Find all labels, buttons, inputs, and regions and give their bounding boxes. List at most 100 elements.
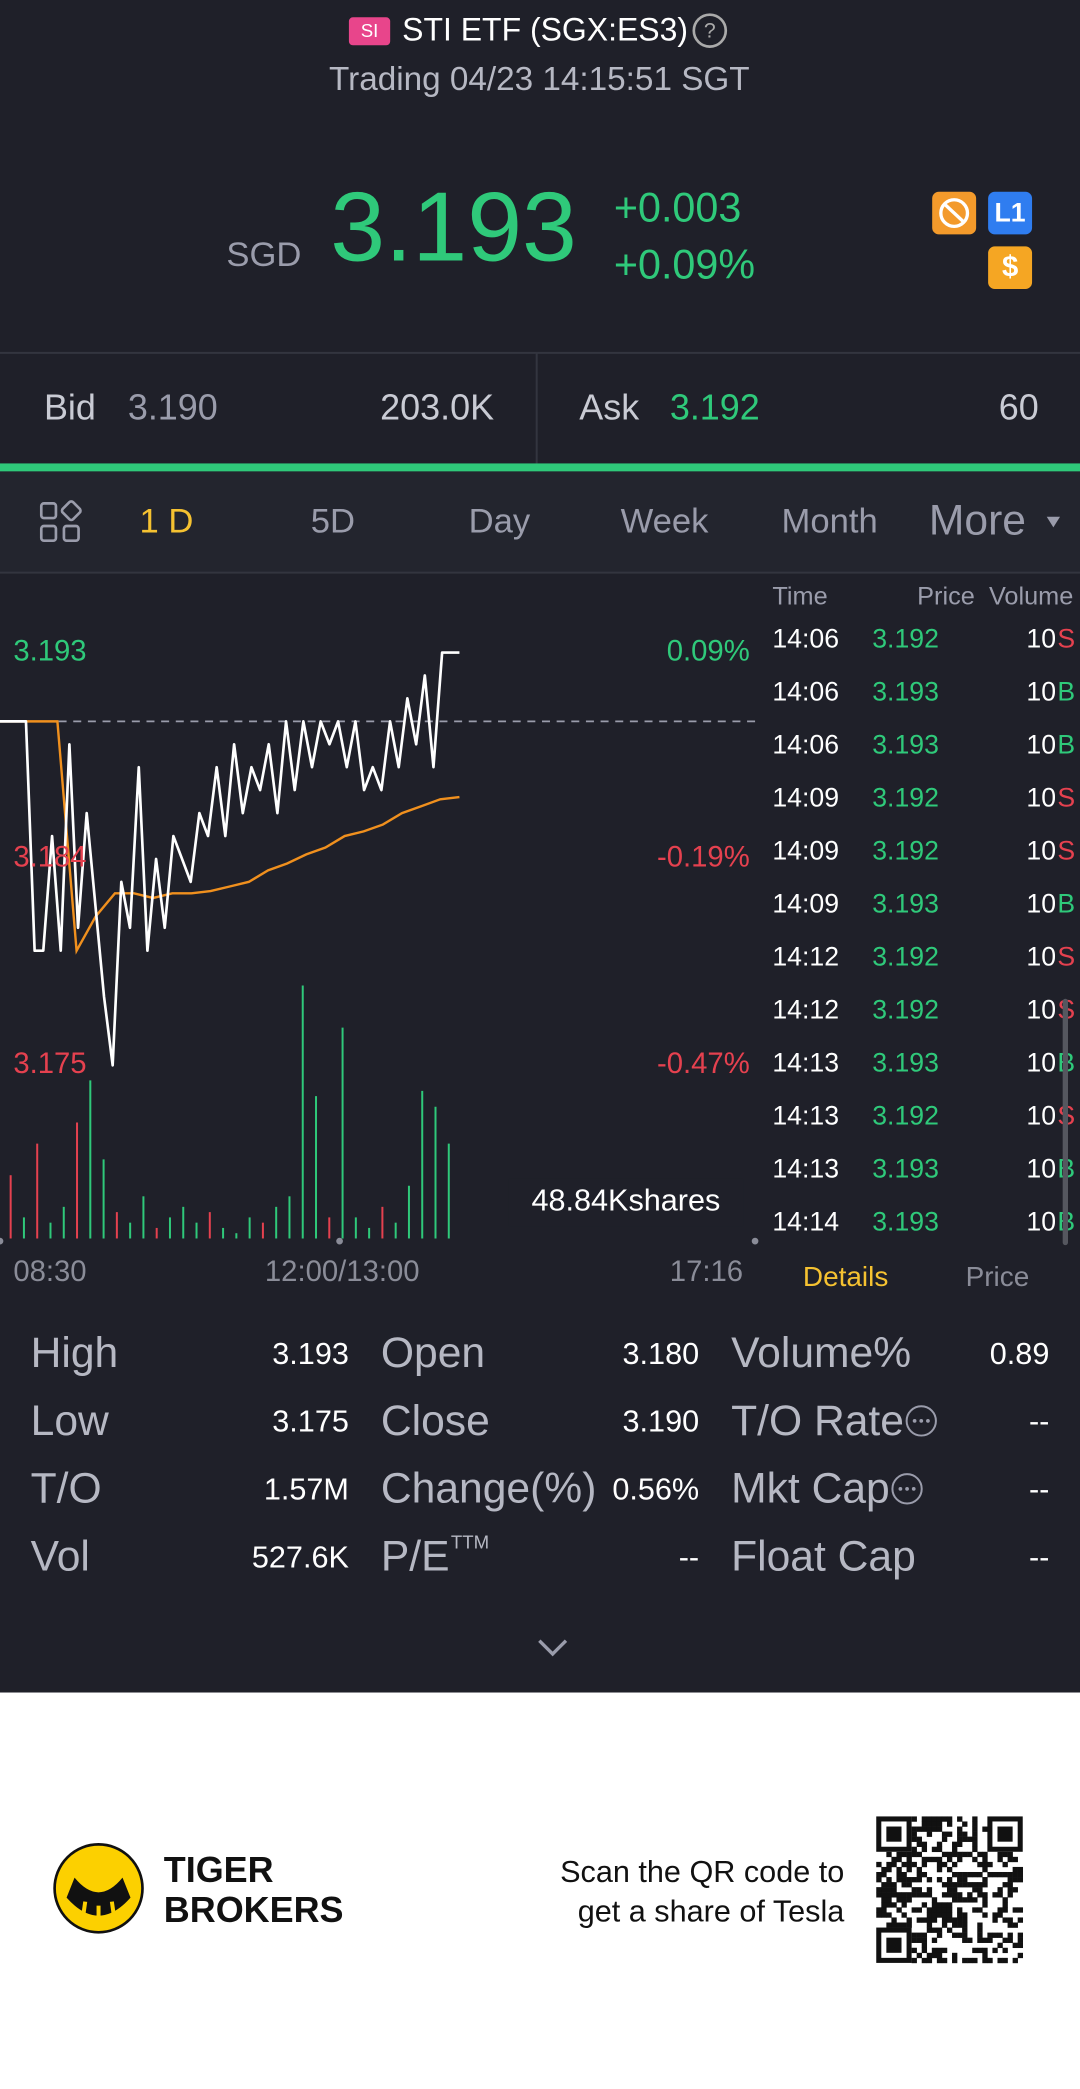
qr-cell: [916, 1866, 922, 1873]
tab[interactable]: 1 D: [140, 502, 194, 540]
qr-cell: [931, 1927, 938, 1933]
qr-cell: [982, 1937, 988, 1943]
qr-cell: [916, 1836, 922, 1842]
qr-cell: [926, 1826, 933, 1832]
tab[interactable]: More: [929, 497, 1026, 545]
qr-cell: [957, 1831, 963, 1837]
qr-cell: [997, 1912, 1003, 1918]
qr-cell: [891, 1892, 897, 1898]
panel-tab-active[interactable]: Details: [803, 1261, 888, 1292]
qr-cell: [931, 1947, 938, 1954]
qr-cell: [962, 1831, 968, 1837]
trade-volume: 10: [1026, 995, 1056, 1025]
qr-cell: [957, 1877, 963, 1883]
qr-cell: [881, 1871, 887, 1878]
qr-cell: [881, 1912, 887, 1918]
qr-cell: [1007, 1882, 1013, 1888]
qr-cell: [957, 1836, 963, 1842]
info-icon[interactable]: [905, 1405, 937, 1437]
icon-dollar[interactable]: [988, 246, 1033, 289]
qr-cell: [972, 1846, 978, 1853]
tab[interactable]: 5D: [311, 502, 355, 540]
stat-value: --: [1029, 1541, 1049, 1575]
grid-icon[interactable]: [39, 500, 82, 542]
qr-cell: [911, 1816, 917, 1822]
qr-cell: [896, 1907, 902, 1913]
qr-cell: [941, 1907, 948, 1913]
qr-cell: [987, 1932, 993, 1938]
qr-cell: [906, 1922, 912, 1928]
trade-volume: 10: [1026, 1101, 1056, 1131]
qr-cell: [946, 1816, 953, 1822]
qr-cell: [997, 1871, 1003, 1878]
tab[interactable]: Month: [782, 502, 878, 540]
qr-cell: [1002, 1902, 1008, 1908]
qr-cell: [886, 1897, 892, 1903]
qr-cell: [906, 1917, 912, 1923]
qr-cell: [896, 1877, 902, 1883]
tab[interactable]: Week: [621, 502, 710, 540]
panel-tab[interactable]: Price: [966, 1261, 1030, 1292]
axis-dot: [751, 1237, 759, 1245]
qr-cell: [1017, 1907, 1024, 1913]
info-icon[interactable]: [891, 1473, 923, 1505]
qr-cell: [926, 1831, 933, 1837]
qr-cell: [876, 1907, 882, 1913]
info-dot: [919, 1419, 924, 1423]
qr-cell: [891, 1856, 897, 1863]
qr-cell: [901, 1877, 907, 1883]
qr-cell: [997, 1907, 1003, 1913]
trade-time: 14:06: [772, 624, 839, 654]
qr-cell: [881, 1887, 887, 1893]
trade-price: 3.193: [872, 677, 939, 707]
tab[interactable]: Day: [469, 502, 531, 540]
qr-cell: [931, 1912, 938, 1918]
trade-time: 14:13: [772, 1154, 839, 1184]
trade-time: 14:09: [772, 836, 839, 866]
qr-cell: [916, 1887, 922, 1893]
qr-cell: [1002, 1947, 1008, 1954]
y-tick-label: 3.175: [13, 1047, 86, 1080]
expand-chevron[interactable]: [538, 1639, 568, 1657]
dropdown-arrow[interactable]: [1046, 516, 1061, 528]
brand: TIGER: [164, 1849, 274, 1890]
qr-cell: [941, 1917, 948, 1923]
trade-price: 3.193: [872, 1154, 939, 1184]
qr-cell: [972, 1957, 978, 1964]
trade-price: 3.192: [872, 995, 939, 1025]
qr-cell: [952, 1841, 958, 1847]
qr-cell: [926, 1856, 933, 1863]
help-text[interactable]: ?: [704, 19, 716, 43]
qr-cell: [1017, 1866, 1024, 1873]
icon-level[interactable]: [988, 191, 1033, 235]
qr-cell: [982, 1902, 988, 1908]
tab-bar: [0, 471, 1080, 573]
qr-cell: [936, 1866, 943, 1873]
qr-cell: [972, 1841, 978, 1847]
info-dot: [926, 1419, 930, 1423]
qr-cell: [901, 1892, 907, 1898]
qr-cell: [906, 1892, 912, 1898]
qr-cell: [896, 1892, 902, 1898]
qr-cell: [977, 1937, 983, 1943]
qr-cell: [1012, 1887, 1018, 1893]
qr-cell: [977, 1947, 983, 1954]
help-icon[interactable]: [692, 13, 728, 48]
qr-cell: [921, 1917, 928, 1923]
info-dot: [905, 1486, 909, 1491]
stat-value: 3.180: [623, 1337, 700, 1371]
icon-level-text: L1: [995, 197, 1026, 227]
trade-time: 14:09: [772, 889, 839, 919]
qr-cell: [941, 1851, 948, 1858]
qr-cell: [936, 1927, 943, 1933]
qr-cell: [997, 1957, 1003, 1964]
qr-cell: [1007, 1922, 1013, 1928]
qr-cell: [936, 1952, 943, 1959]
qr-cell: [886, 1887, 892, 1893]
trade-volume: 10: [1026, 624, 1056, 654]
qr-cell: [876, 1877, 882, 1883]
info-dot: [898, 1486, 903, 1491]
status: Trading 04/23 14:15:51 SGT: [329, 61, 750, 98]
qr-cell: [931, 1816, 938, 1822]
